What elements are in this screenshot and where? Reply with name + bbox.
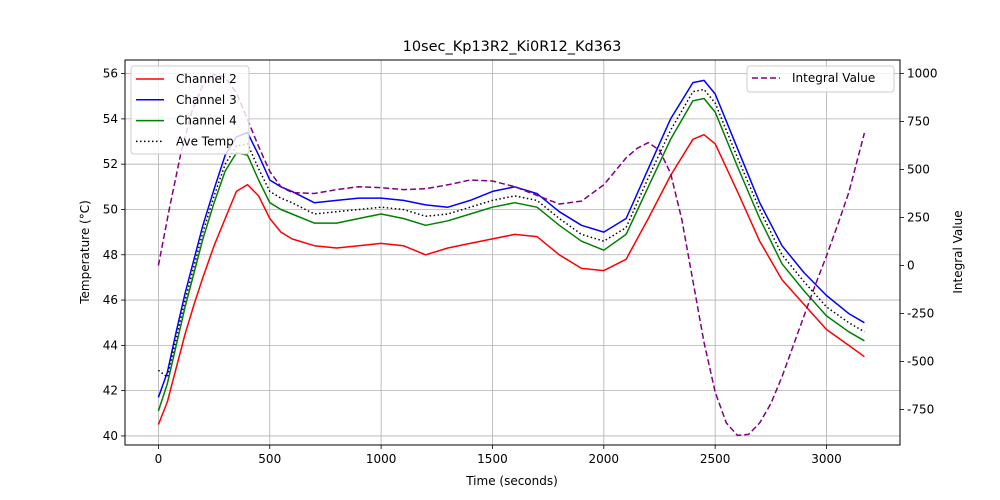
- legend-label-ave-temp: Ave Temp: [176, 134, 234, 148]
- y-tick-label: 52: [103, 157, 118, 171]
- chart-title: 10sec_Kp13R2_Ki0R12_Kd363: [403, 39, 622, 55]
- legend-left-box: [130, 65, 250, 155]
- legend-label-channel-2: Channel 2: [176, 72, 237, 86]
- y2-axis-label: Integral Value: [951, 210, 965, 293]
- x-axis-ticks: 0 500 1000 1500 2000 2500 3000: [155, 445, 842, 466]
- y2-tick-label: -250: [907, 306, 934, 320]
- legend-left: Channel 2 Channel 3 Channel 4 Ave Temp: [130, 65, 250, 155]
- legend-right: Integral Value: [746, 65, 895, 93]
- x-tick-label: 500: [258, 452, 281, 466]
- x-tick-label: 0: [155, 452, 163, 466]
- x-tick-label: 2000: [589, 452, 620, 466]
- series-line-channel-2: [157, 133, 865, 425]
- y-axis-label: Temperature (°C): [78, 200, 92, 305]
- y2-tick-label: 0: [907, 258, 915, 272]
- y-tick-label: 40: [103, 429, 118, 443]
- y-tick-label: 44: [103, 338, 118, 352]
- y2-tick-label: -750: [907, 402, 934, 416]
- y2-tick-label: 250: [907, 210, 930, 224]
- y-tick-label: 56: [103, 67, 118, 81]
- y-tick-label: 50: [103, 202, 118, 216]
- y2-axis-ticks: -750 -500 -250 0 250 500 750 1000: [900, 66, 938, 416]
- legend-label-channel-4: Channel 4: [176, 114, 237, 128]
- x-tick-label: 2500: [700, 452, 731, 466]
- series-line-ave-temp: [157, 88, 865, 378]
- series-line-channel-3: [157, 79, 865, 398]
- y-tick-label: 54: [103, 112, 118, 126]
- y-tick-label: 48: [103, 248, 118, 262]
- y-axis-ticks: 40 42 44 46 48 50 52 54 56: [103, 67, 125, 443]
- legend-label-channel-3: Channel 3: [176, 93, 237, 107]
- x-tick-label: 3000: [811, 452, 842, 466]
- y-tick-label: 46: [103, 293, 118, 307]
- x-tick-label: 1000: [366, 452, 397, 466]
- y-tick-label: 42: [103, 384, 118, 398]
- y2-tick-label: -500: [907, 354, 934, 368]
- plot-frame: [124, 59, 901, 446]
- y2-tick-label: 500: [907, 162, 930, 176]
- series-line-channel-4: [157, 97, 865, 412]
- x-axis-label: Time (seconds): [465, 474, 558, 488]
- legend-label-integral-value: Integral Value: [792, 71, 875, 85]
- series-layer: [157, 73, 866, 437]
- legend-right-box: [746, 65, 895, 93]
- y2-tick-label: 1000: [907, 66, 938, 80]
- y2-tick-label: 750: [907, 114, 930, 128]
- x-tick-label: 1500: [477, 452, 508, 466]
- grid: [125, 60, 900, 445]
